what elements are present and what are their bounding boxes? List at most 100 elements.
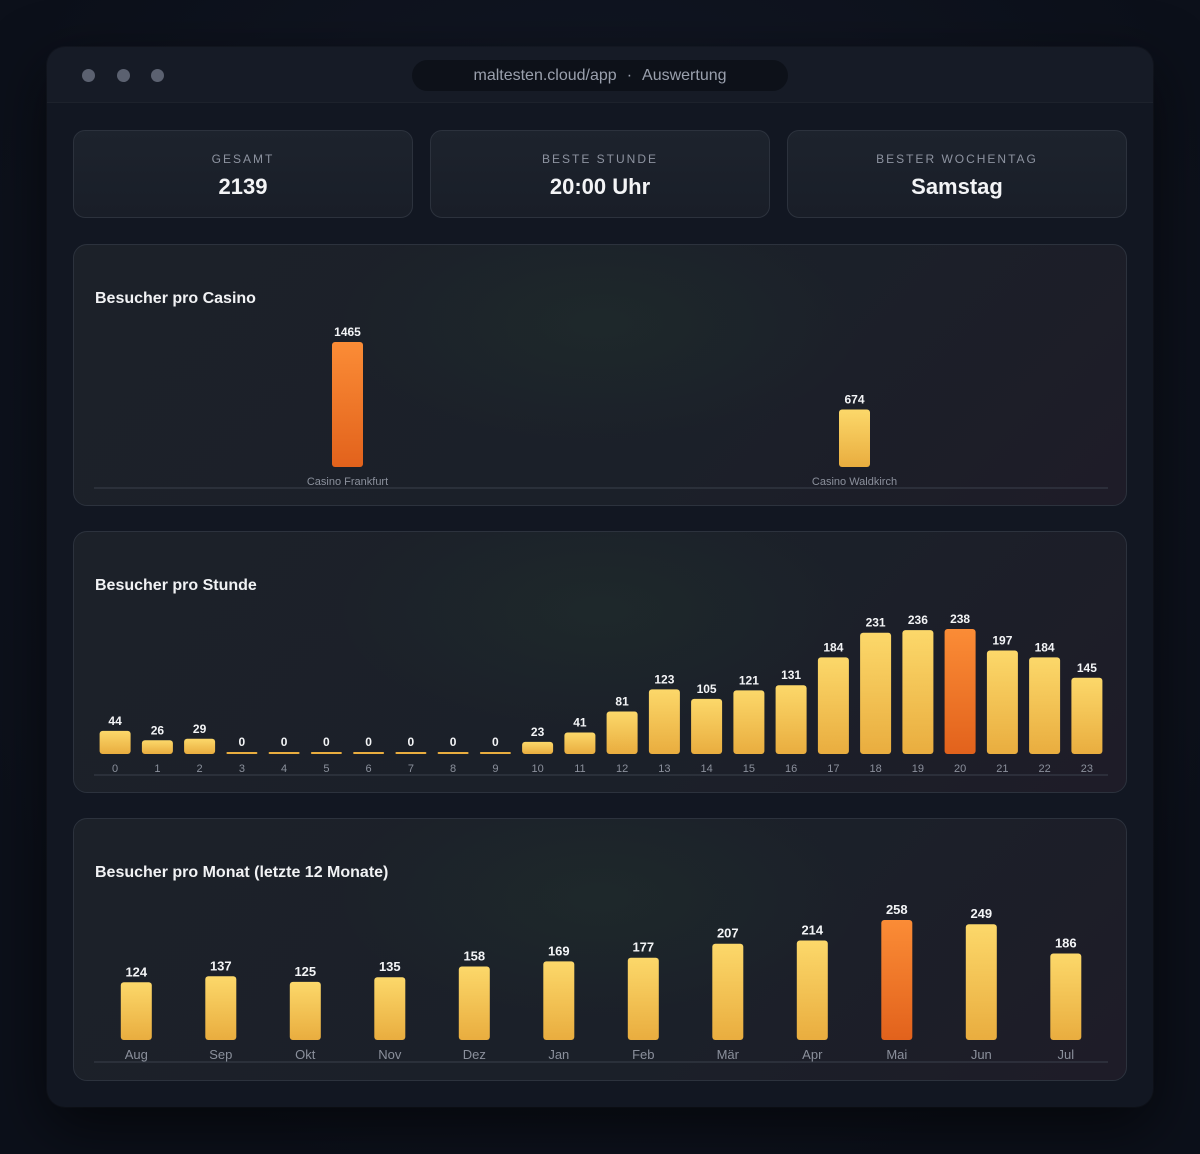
- bar-5[interactable]: [310, 752, 342, 754]
- bar-Okt[interactable]: [289, 981, 321, 1040]
- bar-Dez[interactable]: [458, 966, 490, 1041]
- bar-value-label: 44: [108, 714, 122, 728]
- x-tick-label: 10: [531, 763, 543, 775]
- bar-Apr[interactable]: [796, 940, 828, 1041]
- bar-10[interactable]: [522, 741, 554, 754]
- bar-Casino Frankfurt[interactable]: [332, 342, 363, 467]
- bar-7[interactable]: [395, 752, 427, 754]
- x-tick-label: 2: [197, 763, 203, 775]
- stat-card-total: GESAMT 2139: [73, 130, 413, 218]
- bar-23[interactable]: [1071, 677, 1103, 754]
- bar-value-label: 258: [886, 902, 908, 917]
- x-tick-label: Dez: [463, 1047, 486, 1062]
- bar-13[interactable]: [648, 689, 680, 754]
- x-tick-label: Nov: [378, 1047, 402, 1062]
- stat-label: BESTER WOCHENTAG: [876, 152, 1038, 166]
- x-tick-label: 1: [154, 763, 160, 775]
- bar-6[interactable]: [353, 752, 385, 754]
- bar-11[interactable]: [564, 732, 596, 755]
- bar-value-label: 207: [717, 926, 739, 941]
- x-tick-label: 5: [323, 763, 329, 775]
- window-close-dot[interactable]: [82, 69, 95, 82]
- bar-Jan[interactable]: [543, 961, 575, 1040]
- address-bar[interactable]: maltesten.cloud/app · Auswertung: [412, 60, 788, 91]
- chart-panel-casino: Besucher pro Casino 1465 Casino Frankfurt…: [73, 244, 1127, 506]
- x-tick-label: Okt: [295, 1047, 316, 1062]
- x-tick-label: 9: [492, 763, 498, 775]
- bar-3[interactable]: [226, 752, 258, 754]
- bar-value-label: 186: [1055, 936, 1077, 951]
- x-tick-label: 8: [450, 763, 456, 775]
- bar-value-label: 23: [531, 725, 545, 739]
- x-tick-label: 3: [239, 763, 245, 775]
- window-maximize-dot[interactable]: [151, 69, 164, 82]
- window-titlebar: maltesten.cloud/app · Auswertung: [47, 47, 1153, 103]
- bar-Feb[interactable]: [627, 957, 659, 1040]
- bar-value-label: 238: [950, 612, 970, 626]
- bar-value-label: 0: [323, 735, 330, 749]
- bar-Jul[interactable]: [1050, 953, 1082, 1041]
- x-tick-label: Jun: [971, 1047, 992, 1062]
- bar-Mär[interactable]: [712, 943, 744, 1040]
- bar-value-label: 214: [801, 923, 823, 938]
- address-page-name: Auswertung: [642, 66, 727, 84]
- stat-card-best-weekday: BESTER WOCHENTAG Samstag: [787, 130, 1127, 218]
- x-tick-label: 19: [912, 763, 924, 775]
- bar-value-label: 236: [908, 613, 928, 627]
- bar-Casino Waldkirch[interactable]: [839, 409, 870, 468]
- address-separator: ·: [626, 66, 633, 84]
- bar-8[interactable]: [437, 752, 469, 754]
- bar-19[interactable]: [902, 630, 934, 754]
- bar-Nov[interactable]: [374, 977, 406, 1040]
- stat-value: Samstag: [911, 174, 1003, 199]
- bar-value-label: 1465: [334, 325, 361, 339]
- bar-12[interactable]: [606, 711, 638, 755]
- bar-Mai[interactable]: [881, 920, 913, 1040]
- bar-Aug[interactable]: [120, 982, 152, 1040]
- app-window: maltesten.cloud/app · Auswertung GESAMT …: [47, 47, 1153, 1107]
- x-tick-label: 7: [408, 763, 414, 775]
- x-tick-label: Feb: [632, 1047, 654, 1062]
- bar-20[interactable]: [944, 629, 976, 754]
- window-minimize-dot[interactable]: [117, 69, 130, 82]
- bar-value-label: 125: [294, 964, 316, 979]
- bar-Sep[interactable]: [205, 976, 237, 1040]
- bar-2[interactable]: [184, 738, 216, 754]
- bar-16[interactable]: [775, 685, 807, 754]
- x-tick-label: Aug: [125, 1047, 148, 1062]
- stat-value: 20:00 Uhr: [549, 174, 651, 199]
- x-tick-label: 6: [366, 763, 372, 775]
- bar-22[interactable]: [1029, 657, 1061, 754]
- bar-value-label: 0: [450, 735, 457, 749]
- bar-value-label: 135: [379, 959, 401, 974]
- x-tick-label: Apr: [802, 1047, 823, 1062]
- x-tick-label: 22: [1038, 763, 1050, 775]
- bar-21[interactable]: [986, 650, 1018, 755]
- bar-value-label: 169: [548, 943, 570, 958]
- x-tick-label: 11: [574, 763, 585, 775]
- bar-1[interactable]: [141, 740, 173, 754]
- bar-15[interactable]: [733, 690, 765, 754]
- bar-value-label: 121: [739, 673, 759, 687]
- bar-9[interactable]: [479, 752, 511, 754]
- bar-0[interactable]: [99, 730, 131, 754]
- x-tick-label: Jan: [548, 1047, 569, 1062]
- stat-label: GESAMT: [211, 152, 275, 166]
- bar-value-label: 81: [615, 695, 629, 709]
- bar-18[interactable]: [860, 632, 892, 754]
- x-tick-label: Casino Waldkirch: [812, 476, 897, 488]
- bar-4[interactable]: [268, 752, 300, 754]
- hour-bar-chart: 4402612920304050607080923104111811212313…: [94, 612, 1108, 776]
- x-tick-label: Casino Frankfurt: [307, 476, 388, 488]
- x-tick-label: 15: [743, 763, 755, 775]
- bar-17[interactable]: [817, 657, 849, 754]
- bar-Jun[interactable]: [965, 924, 997, 1040]
- bar-value-label: 29: [193, 722, 207, 736]
- stat-card-best-hour: BESTE STUNDE 20:00 Uhr: [430, 130, 770, 218]
- bar-value-label: 137: [210, 958, 232, 973]
- bar-value-label: 105: [697, 682, 717, 696]
- bar-14[interactable]: [691, 698, 723, 754]
- x-tick-label: Mär: [717, 1047, 740, 1062]
- bar-value-label: 0: [365, 735, 372, 749]
- bar-value-label: 41: [573, 716, 587, 730]
